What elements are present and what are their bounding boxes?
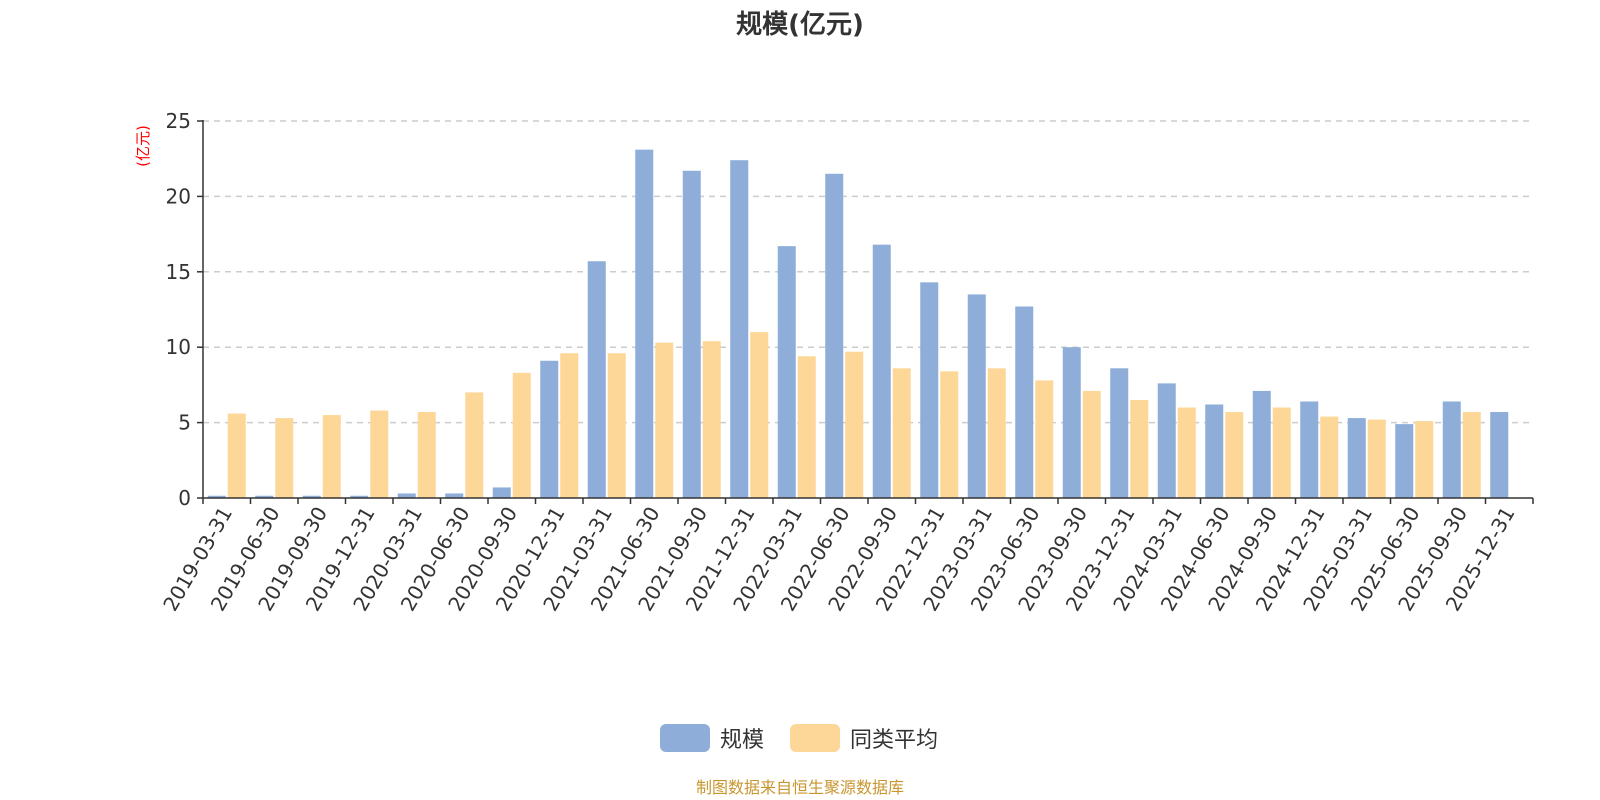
source-note: 制图数据来自恒生聚源数据库	[696, 778, 904, 797]
grid-lines	[203, 120, 1533, 424]
bar-scale	[1205, 404, 1224, 498]
bar-scale	[492, 487, 511, 498]
legend-swatch	[660, 724, 710, 752]
bar-scale	[255, 495, 274, 498]
bar-peer-average	[1082, 390, 1101, 498]
bar-scale	[1395, 424, 1414, 498]
bar-peer-average	[1320, 416, 1339, 498]
bar-peer-average	[1272, 407, 1291, 498]
bar-scale	[1110, 368, 1129, 498]
bar-scale	[635, 149, 654, 499]
y-axis-label: (亿元)	[134, 125, 152, 167]
bar-scale	[920, 282, 939, 498]
bar-peer-average	[1130, 399, 1149, 498]
y-tick-label: 5	[178, 411, 191, 435]
legend-label: 规模	[720, 728, 764, 753]
bar-scale	[730, 160, 749, 498]
bar-scale	[967, 294, 986, 498]
bar-scale	[397, 493, 416, 498]
legend: 规模 同类平均	[660, 724, 938, 753]
bar-peer-average	[750, 332, 769, 498]
bar-scale	[1442, 401, 1461, 498]
bar-scale	[1157, 383, 1176, 498]
bar-peer-average	[987, 368, 1006, 498]
bar-peer-average	[1225, 412, 1244, 498]
legend-swatch	[790, 724, 840, 752]
bar-scale	[207, 495, 226, 498]
bar-scale	[540, 360, 559, 498]
bar-peer-average	[1415, 421, 1434, 498]
bar-peer-average	[655, 342, 674, 498]
bar-scale	[825, 173, 844, 498]
legend-label: 同类平均	[850, 728, 938, 753]
bar-scale	[1490, 412, 1509, 498]
bar-peer-average	[370, 410, 389, 498]
bar-scale	[1062, 347, 1081, 498]
bars	[207, 149, 1509, 499]
bar-scale	[682, 170, 701, 498]
bar-peer-average	[1035, 380, 1054, 498]
bar-peer-average	[512, 372, 531, 498]
y-tick-label: 25	[166, 109, 191, 133]
bar-peer-average	[465, 392, 484, 498]
y-tick-label: 20	[166, 184, 191, 208]
bar-peer-average	[1367, 419, 1386, 498]
bar-scale	[350, 495, 369, 498]
bar-scale	[587, 261, 606, 498]
bar-scale	[1015, 306, 1034, 498]
bar-scale	[872, 244, 891, 498]
chart-title: 规模(亿元)	[736, 10, 864, 40]
bar-peer-average	[227, 413, 246, 498]
bar-peer-average	[417, 412, 436, 498]
bar-scale	[1347, 418, 1366, 498]
axes	[197, 120, 1534, 504]
bar-peer-average	[797, 356, 816, 498]
bar-scale	[1252, 390, 1271, 498]
bar-peer-average	[892, 368, 911, 498]
bar-peer-average	[845, 351, 864, 498]
bar-peer-average	[607, 353, 626, 498]
y-tick-label: 15	[166, 260, 191, 284]
bar-scale	[777, 246, 796, 498]
bar-peer-average	[322, 415, 341, 498]
bar-peer-average	[1462, 412, 1481, 498]
bar-peer-average	[275, 418, 294, 498]
bar-scale	[1300, 401, 1319, 498]
bar-scale	[302, 495, 321, 498]
bar-scale	[445, 493, 464, 498]
y-tick-label: 10	[166, 335, 191, 359]
bar-peer-average	[560, 353, 579, 498]
bar-peer-average	[1177, 407, 1196, 498]
x-tick-labels: 2019-03-312019-06-302019-09-302019-12-31…	[158, 503, 1519, 616]
bar-peer-average	[940, 371, 959, 498]
y-tick-labels: 0 5 10 15 20 25	[166, 109, 191, 510]
bar-peer-average	[702, 341, 721, 498]
y-tick-label: 0	[178, 486, 191, 510]
